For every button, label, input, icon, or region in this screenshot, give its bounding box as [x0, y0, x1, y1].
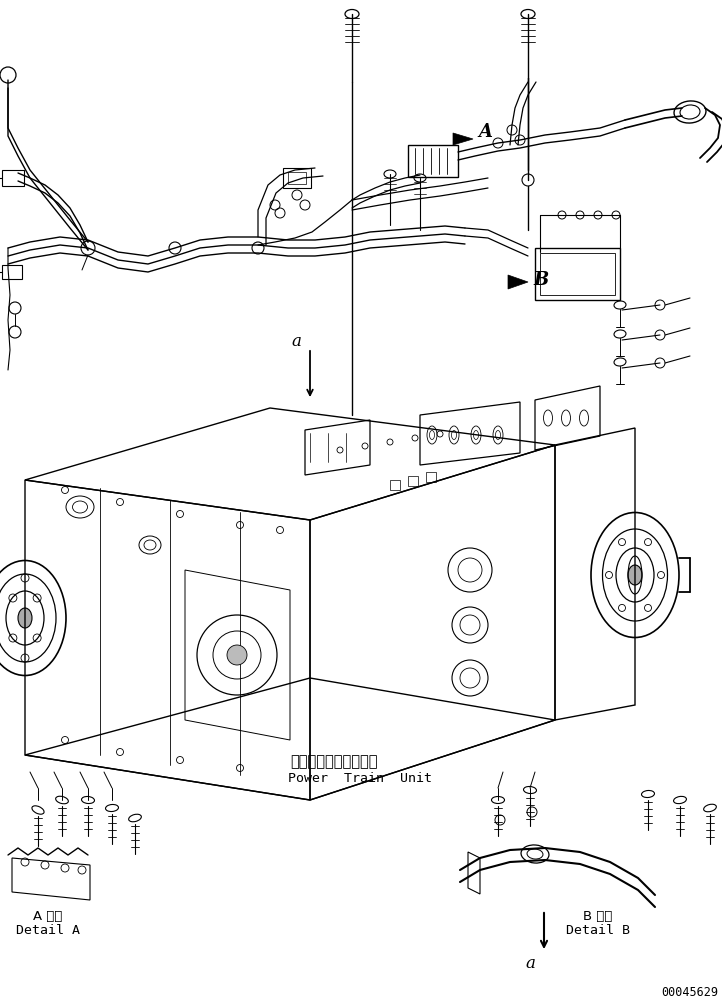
Bar: [283, 168, 311, 188]
Polygon shape: [453, 133, 473, 145]
Text: a: a: [291, 334, 301, 351]
Bar: [390, 480, 400, 490]
Bar: [408, 145, 458, 177]
Text: 00045629: 00045629: [661, 986, 718, 999]
Text: a: a: [525, 956, 535, 973]
Text: A 詳細: A 詳細: [33, 910, 63, 923]
Bar: [2, 265, 22, 279]
Text: B 詳細: B 詳細: [583, 910, 613, 923]
Text: A: A: [478, 123, 492, 141]
Text: パワートレンユニット: パワートレンユニット: [290, 755, 378, 770]
Text: Detail A: Detail A: [16, 924, 80, 937]
Bar: [288, 172, 306, 184]
Text: B: B: [533, 271, 548, 289]
Text: Power  Train  Unit: Power Train Unit: [288, 772, 432, 785]
Text: Detail B: Detail B: [566, 924, 630, 937]
Ellipse shape: [18, 608, 32, 628]
Bar: [535, 248, 620, 300]
Circle shape: [227, 645, 247, 665]
Polygon shape: [508, 275, 528, 289]
Bar: [408, 476, 418, 486]
Bar: [2, 170, 24, 186]
Bar: [426, 472, 436, 482]
Ellipse shape: [628, 565, 642, 585]
Bar: [540, 253, 615, 295]
